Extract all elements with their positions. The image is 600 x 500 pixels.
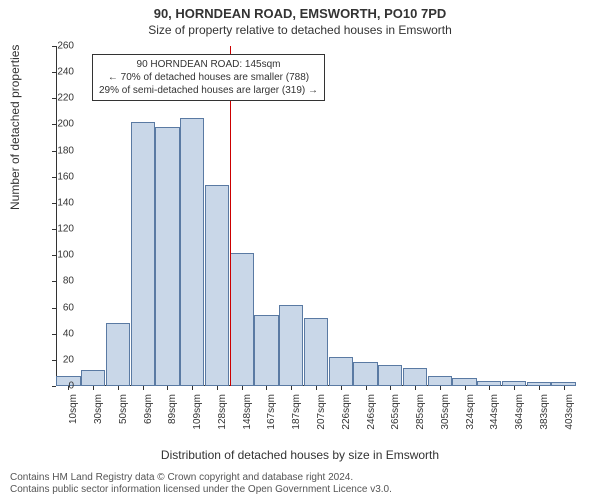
x-tick-label: 69sqm — [143, 394, 154, 434]
y-tick-label: 200 — [50, 119, 74, 130]
x-tick-label: 403sqm — [564, 394, 575, 434]
x-tick-mark — [266, 386, 267, 390]
x-tick-label: 167sqm — [266, 394, 277, 434]
histogram-bar — [279, 305, 303, 386]
x-tick-mark — [118, 386, 119, 390]
x-tick-label: 246sqm — [366, 394, 377, 434]
x-tick-mark — [291, 386, 292, 390]
x-tick-label: 324sqm — [465, 394, 476, 434]
histogram-bar — [81, 370, 105, 386]
histogram-bar — [403, 368, 427, 386]
x-axis-label: Distribution of detached houses by size … — [0, 448, 600, 462]
histogram-bar — [106, 323, 130, 386]
histogram-bar — [131, 122, 155, 386]
y-tick-label: 180 — [50, 145, 74, 156]
footer-attribution: Contains HM Land Registry data © Crown c… — [10, 472, 392, 496]
chart-title: 90, HORNDEAN ROAD, EMSWORTH, PO10 7PD — [0, 0, 600, 21]
chart-subtitle: Size of property relative to detached ho… — [0, 21, 600, 37]
y-tick-label: 260 — [50, 41, 74, 52]
histogram-bar — [180, 118, 204, 386]
footer-line-2: Contains public sector information licen… — [10, 484, 392, 496]
x-tick-mark — [242, 386, 243, 390]
x-tick-label: 148sqm — [242, 394, 253, 434]
x-tick-mark — [440, 386, 441, 390]
y-tick-label: 240 — [50, 67, 74, 78]
x-tick-mark — [192, 386, 193, 390]
y-tick-label: 220 — [50, 93, 74, 104]
histogram-bar — [452, 378, 476, 386]
x-tick-label: 285sqm — [415, 394, 426, 434]
histogram-bar — [378, 365, 402, 386]
x-tick-mark — [93, 386, 94, 390]
x-tick-mark — [465, 386, 466, 390]
annotation-line: 90 HORNDEAN ROAD: 145sqm — [99, 58, 318, 71]
x-tick-mark — [390, 386, 391, 390]
histogram-bar — [254, 315, 278, 386]
annotation-line: ← 70% of detached houses are smaller (78… — [99, 71, 318, 84]
x-tick-label: 265sqm — [390, 394, 401, 434]
x-tick-mark — [415, 386, 416, 390]
y-tick-label: 160 — [50, 171, 74, 182]
x-tick-label: 305sqm — [440, 394, 451, 434]
annotation-line: 29% of semi-detached houses are larger (… — [99, 84, 318, 97]
x-tick-label: 207sqm — [316, 394, 327, 434]
histogram-bar — [428, 376, 452, 386]
plot-area: 90 HORNDEAN ROAD: 145sqm← 70% of detache… — [56, 46, 576, 386]
x-tick-mark — [514, 386, 515, 390]
x-tick-mark — [539, 386, 540, 390]
x-tick-label: 383sqm — [539, 394, 550, 434]
histogram-bar — [230, 253, 254, 386]
x-tick-label: 89sqm — [167, 394, 178, 434]
y-axis-label: Number of detached properties — [8, 45, 22, 210]
x-tick-label: 226sqm — [341, 394, 352, 434]
x-tick-mark — [167, 386, 168, 390]
x-tick-mark — [366, 386, 367, 390]
annotation-box: 90 HORNDEAN ROAD: 145sqm← 70% of detache… — [92, 54, 325, 101]
histogram-bar — [155, 127, 179, 386]
histogram-bar — [329, 357, 353, 386]
histogram-bar — [304, 318, 328, 386]
x-tick-mark — [564, 386, 565, 390]
histogram-bar — [353, 362, 377, 386]
x-tick-mark — [489, 386, 490, 390]
y-tick-label: 100 — [50, 250, 74, 261]
x-tick-mark — [143, 386, 144, 390]
x-tick-label: 344sqm — [489, 394, 500, 434]
x-tick-mark — [316, 386, 317, 390]
y-tick-label: 40 — [50, 328, 74, 339]
y-tick-label: 140 — [50, 197, 74, 208]
x-tick-label: 364sqm — [514, 394, 525, 434]
x-tick-mark — [217, 386, 218, 390]
histogram-bar — [205, 185, 229, 386]
y-tick-label: 120 — [50, 224, 74, 235]
y-tick-label: 80 — [50, 276, 74, 287]
chart-container: 90, HORNDEAN ROAD, EMSWORTH, PO10 7PD Si… — [0, 0, 600, 500]
y-tick-label: 20 — [50, 354, 74, 365]
x-tick-label: 128sqm — [217, 394, 228, 434]
x-tick-label: 30sqm — [93, 394, 104, 434]
y-tick-label: 60 — [50, 302, 74, 313]
x-tick-mark — [341, 386, 342, 390]
x-tick-label: 10sqm — [68, 394, 79, 434]
x-tick-label: 50sqm — [118, 394, 129, 434]
footer-line-1: Contains HM Land Registry data © Crown c… — [10, 472, 392, 484]
y-tick-label: 0 — [50, 381, 74, 392]
x-tick-label: 187sqm — [291, 394, 302, 434]
x-tick-label: 109sqm — [192, 394, 203, 434]
